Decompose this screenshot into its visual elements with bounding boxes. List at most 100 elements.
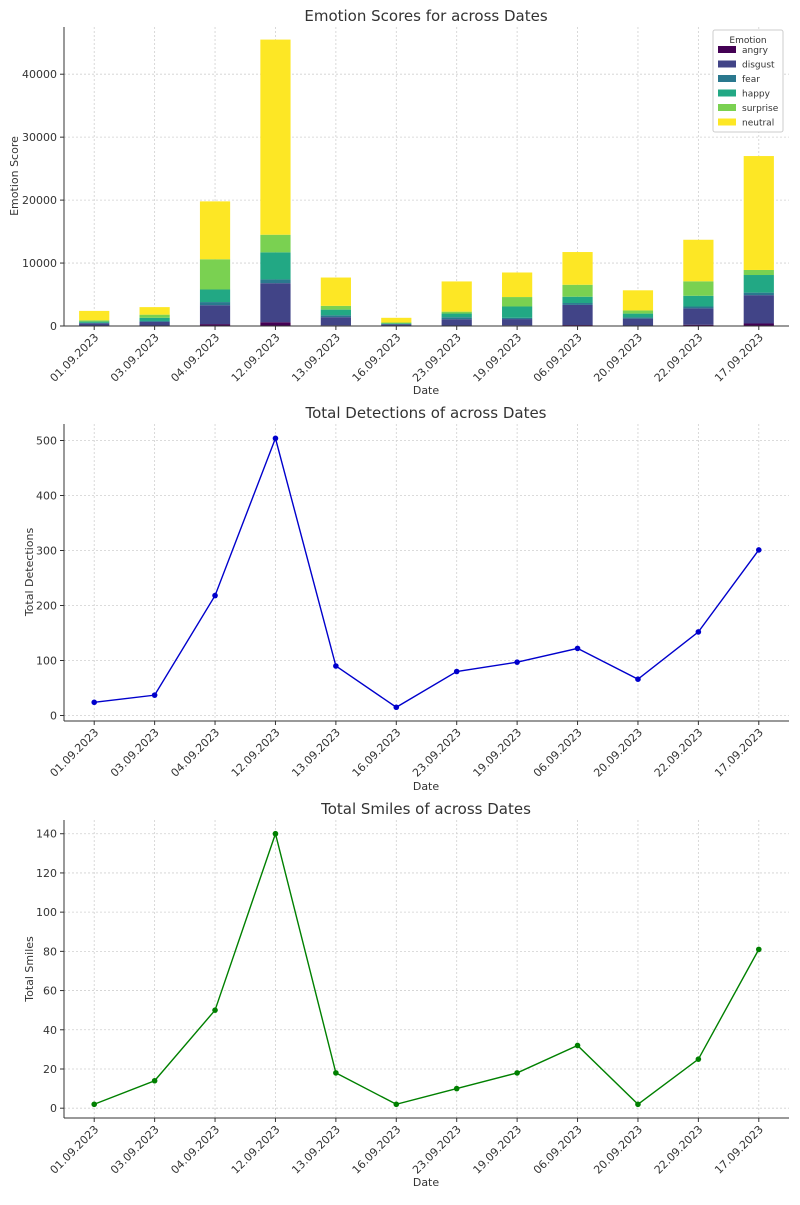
data-line	[94, 834, 759, 1105]
y-tick-label: 300	[36, 545, 57, 558]
data-point	[756, 947, 762, 953]
legend-label: neutral	[742, 119, 774, 129]
x-tick-label: 23.09.2023	[410, 1123, 464, 1177]
bar-segment-surprise	[260, 235, 290, 253]
x-tick-label: 20.09.2023	[591, 726, 645, 780]
x-tick-label: 17.09.2023	[712, 331, 766, 385]
y-axis-label: Emotion Score	[8, 136, 21, 216]
data-point	[575, 1043, 581, 1049]
bar-segment-surprise	[744, 270, 774, 275]
legend-swatch	[718, 46, 736, 53]
data-point	[756, 547, 762, 553]
grid	[64, 27, 789, 326]
legend-swatch	[718, 104, 736, 111]
emotion-scores-chart: Emotion Scores for across Dates 01000020…	[8, 7, 789, 397]
bar-segment-angry	[260, 322, 290, 326]
legend-label: angry	[742, 46, 769, 56]
data-point	[393, 1101, 399, 1107]
bar-segment-fear	[321, 315, 351, 317]
bar-segment-fear	[623, 317, 653, 318]
y-tick-label: 0	[50, 320, 57, 333]
data-point	[514, 659, 520, 665]
x-tick-label: 13.09.2023	[289, 726, 343, 780]
data-point	[454, 669, 460, 675]
bar-segment-happy	[321, 310, 351, 316]
bar-segment-neutral	[79, 311, 109, 320]
bar-segment-fear	[442, 317, 472, 319]
series-line	[91, 436, 761, 711]
x-tick-label: 03.09.2023	[108, 331, 162, 385]
bar-segment-neutral	[562, 252, 592, 285]
bar-segment-disgust	[623, 319, 653, 326]
x-tick-label: 01.09.2023	[48, 1123, 102, 1177]
grid	[64, 424, 789, 721]
axes	[60, 424, 789, 725]
data-line	[94, 438, 759, 707]
x-axis-label: Date	[413, 1176, 440, 1189]
legend-swatch	[718, 119, 736, 126]
x-tick-label: 01.09.2023	[48, 331, 102, 385]
axes	[60, 820, 789, 1122]
data-point	[273, 831, 279, 837]
x-tick-label: 12.09.2023	[229, 331, 283, 385]
x-tick-label: 23.09.2023	[410, 331, 464, 385]
legend-label: fear	[742, 75, 760, 85]
bar-segment-disgust	[683, 308, 713, 324]
bar-segment-fear	[260, 279, 290, 283]
data-point	[696, 629, 702, 635]
data-point	[91, 1101, 97, 1107]
x-tick-label: 13.09.2023	[289, 1123, 343, 1177]
x-tick-label: 17.09.2023	[712, 726, 766, 780]
x-tick-label: 04.09.2023	[168, 1123, 222, 1177]
data-point	[333, 1070, 339, 1076]
legend: Emotion angrydisgustfearhappysurpriseneu…	[713, 30, 783, 132]
bar-segment-happy	[381, 323, 411, 324]
x-tick-label: 06.09.2023	[531, 1123, 585, 1177]
axes	[60, 27, 789, 330]
x-tick-label: 20.09.2023	[591, 1123, 645, 1177]
bar-segment-fear	[744, 293, 774, 296]
y-tick-label: 100	[36, 906, 57, 919]
y-tick-label: 0	[50, 710, 57, 723]
data-point	[514, 1070, 520, 1076]
y-tick-label: 200	[36, 600, 57, 613]
data-point	[212, 593, 218, 599]
y-tick-label: 40000	[22, 68, 57, 81]
bars	[79, 40, 774, 326]
bar-segment-disgust	[502, 319, 532, 325]
bar-segment-disgust	[79, 323, 109, 326]
y-tick-label: 500	[36, 435, 57, 448]
legend-swatch	[718, 61, 736, 68]
x-tick-label: 19.09.2023	[471, 1123, 525, 1177]
x-tick-label: 04.09.2023	[168, 331, 222, 385]
bar-segment-fear	[502, 318, 532, 319]
bar-segment-happy	[562, 297, 592, 303]
bar-segment-neutral	[442, 281, 472, 311]
x-tick-label: 19.09.2023	[471, 331, 525, 385]
legend-swatch	[718, 75, 736, 82]
bar-segment-neutral	[381, 318, 411, 323]
bar-segment-surprise	[381, 323, 411, 324]
bar-segment-surprise	[140, 315, 170, 318]
total-smiles-chart: Total Smiles of across Dates 02040608010…	[23, 800, 789, 1189]
bar-segment-disgust	[744, 295, 774, 323]
y-tick-label: 100	[36, 655, 57, 668]
x-tick-label: 03.09.2023	[108, 1123, 162, 1177]
x-tick-label: 22.09.2023	[652, 726, 706, 780]
data-point	[393, 704, 399, 710]
legend-title: Emotion	[729, 36, 766, 46]
bar-segment-disgust	[562, 305, 592, 325]
total-detections-chart: Total Detections of across Dates 0 100 200…	[23, 404, 789, 793]
data-point	[152, 1078, 158, 1084]
legend-label: disgust	[742, 61, 775, 71]
data-point	[635, 676, 641, 682]
bar-segment-disgust	[321, 317, 351, 325]
chart-title: Total Detections of across Dates	[305, 404, 547, 422]
bar-segment-disgust	[200, 305, 230, 324]
bar-segment-surprise	[79, 320, 109, 321]
x-tick-label: 22.09.2023	[652, 331, 706, 385]
legend-label: happy	[742, 90, 771, 100]
data-point	[575, 646, 581, 652]
data-point	[635, 1101, 641, 1107]
